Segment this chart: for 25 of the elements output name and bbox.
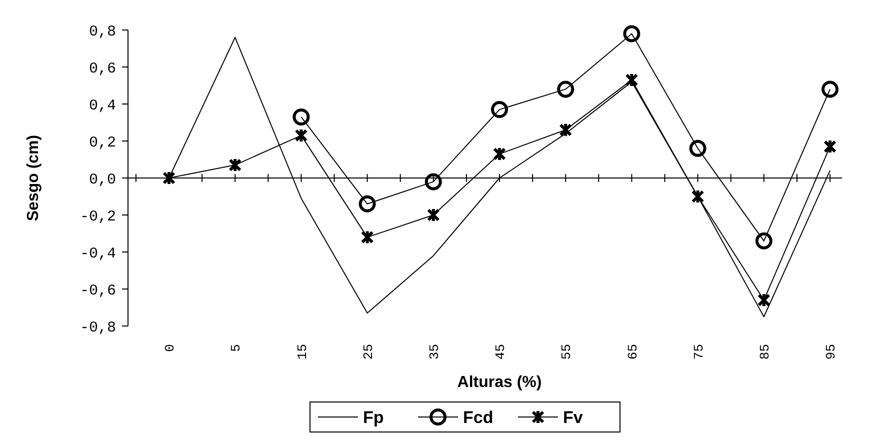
- y-tick-label: 0,0: [88, 171, 116, 188]
- y-tick-label: 0,2: [88, 134, 116, 152]
- y-tick-label: 0,8: [88, 23, 116, 40]
- x-tick-label: 5: [228, 344, 244, 352]
- y-tick-label: -0,4: [80, 245, 116, 262]
- x-tick-label: 35: [426, 344, 442, 360]
- y-tick-label: -0,6: [80, 282, 116, 300]
- x-tick-label: 15: [294, 344, 310, 360]
- x-tick-label: 95: [824, 344, 839, 360]
- x-tick-label: 45: [493, 344, 508, 360]
- x-tick-label: 65: [625, 344, 640, 360]
- legend-label: Fv: [563, 408, 584, 427]
- y-tick-label: 0,6: [88, 60, 116, 78]
- y-tick-label: -0,2: [80, 208, 116, 226]
- y-tick-label: -0,8: [80, 319, 116, 336]
- y-tick-label: 0,4: [88, 97, 116, 114]
- y-axis-title: Sesgo (cm): [25, 134, 42, 222]
- x-tick-label: 55: [559, 344, 574, 360]
- x-axis-title: Alturas (%): [457, 374, 542, 391]
- legend-label: Fcd: [463, 408, 494, 427]
- x-tick-label: 75: [691, 344, 706, 360]
- x-tick-label: 85: [757, 344, 772, 360]
- x-tick-label: 25: [360, 344, 376, 360]
- legend-label: Fp: [363, 408, 384, 427]
- x-tick-label: 0: [162, 344, 178, 352]
